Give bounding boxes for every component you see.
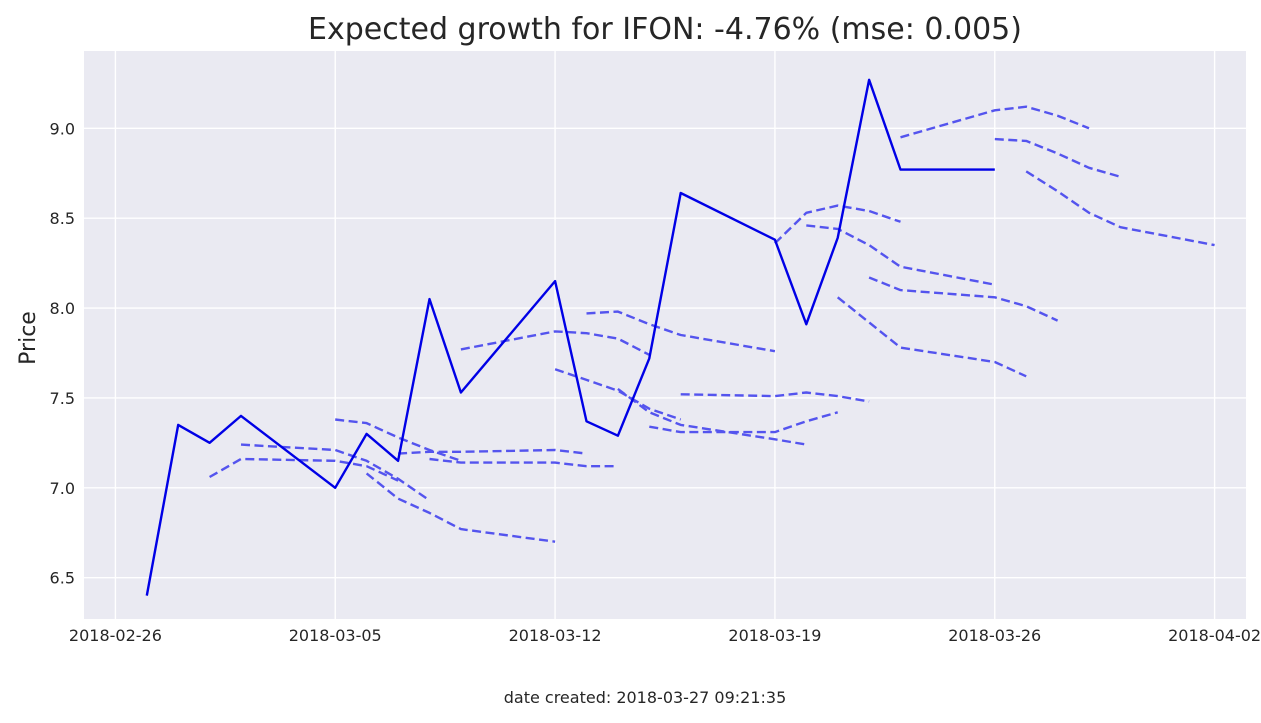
x-tick-label: 2018-02-26 <box>69 626 162 645</box>
forecast-line-7 <box>460 330 650 356</box>
chart-title: Expected growth for IFON: -4.76% (mse: 0… <box>308 12 1022 47</box>
x-tick-label: 2018-03-05 <box>289 626 382 645</box>
y-axis-label: Price <box>16 311 41 365</box>
plot-area <box>84 51 1246 619</box>
y-tick-label: 7.5 <box>50 389 75 408</box>
forecast-line-17 <box>900 105 1090 139</box>
forecast-line-19 <box>1025 170 1215 247</box>
forecast-line-2 <box>240 443 431 502</box>
forecast-line-3 <box>335 418 462 462</box>
y-tick-label: 8.5 <box>50 209 75 228</box>
forecast-line-5 <box>398 448 587 455</box>
forecast-line-9 <box>586 310 776 353</box>
x-tick-label: 2018-04-02 <box>1168 626 1261 645</box>
forecast-line-14 <box>806 224 996 286</box>
x-gridlines <box>114 51 1216 619</box>
forecast-line-16 <box>868 276 1059 322</box>
series-layer <box>145 78 1215 596</box>
actual-price-line <box>145 78 995 596</box>
forecast-line-13 <box>774 204 901 245</box>
x-tick-label: 2018-03-26 <box>948 626 1041 645</box>
forecast-line-4 <box>365 472 556 543</box>
y-tick-label: 6.5 <box>50 569 75 588</box>
forecast-line-1 <box>209 457 399 482</box>
forecast-line-11 <box>649 411 839 434</box>
x-tick-label: 2018-03-19 <box>728 626 821 645</box>
y-tick-labels: 6.5 7.0 7.5 8.0 8.5 9.0 <box>50 119 75 587</box>
forecast-line-18 <box>994 137 1121 178</box>
x-tick-labels: 2018-02-26 2018-03-05 2018-03-12 2018-03-19… <box>69 626 1261 645</box>
y-gridlines <box>84 127 1246 579</box>
y-tick-label: 7.0 <box>50 479 75 498</box>
x-tick-label: 2018-03-12 <box>509 626 602 645</box>
forecast-line-6 <box>429 457 618 468</box>
forecast-line-10 <box>617 387 807 446</box>
date-created-footer: date created: 2018-03-27 09:21:35 <box>504 688 787 707</box>
forecast-line-12 <box>680 391 870 403</box>
y-tick-label: 8.0 <box>50 299 75 318</box>
y-tick-label: 9.0 <box>50 119 75 138</box>
